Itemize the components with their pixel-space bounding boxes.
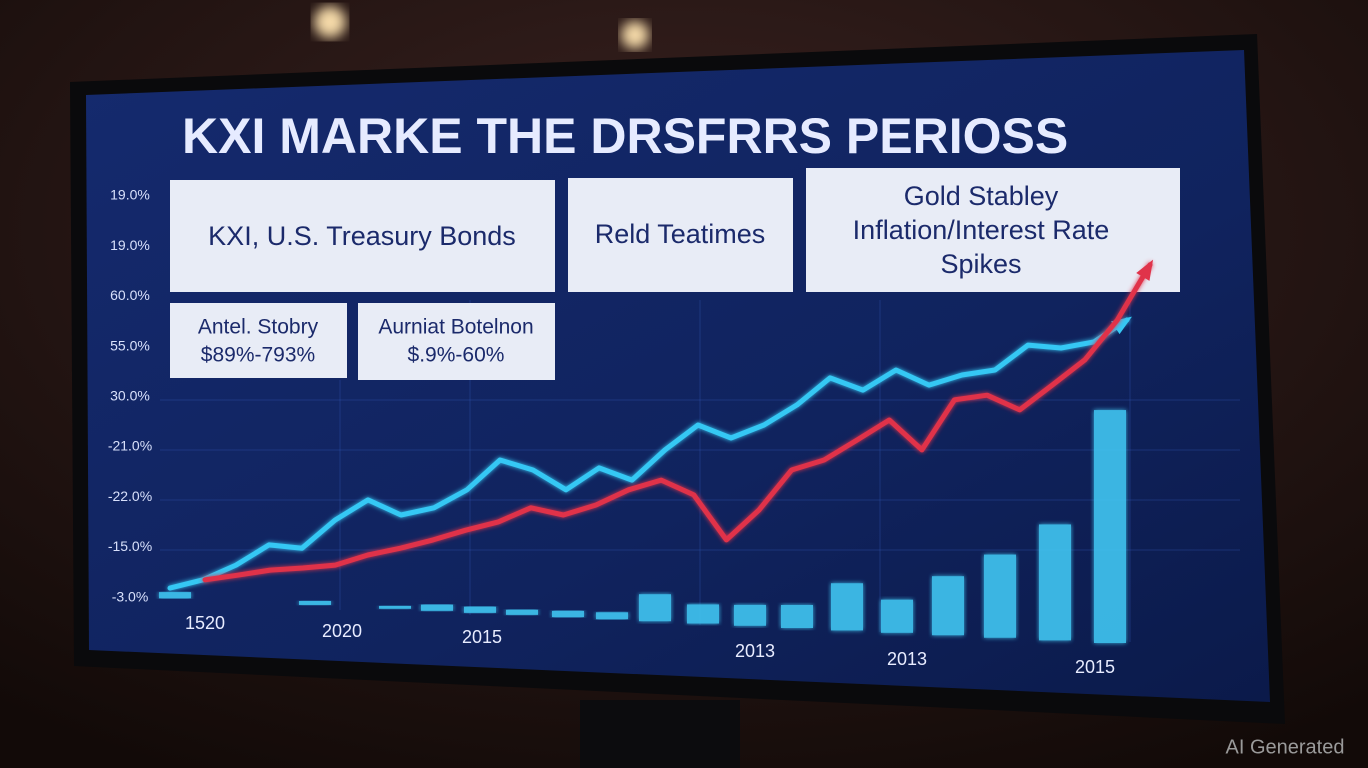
- bar: [781, 604, 813, 629]
- bar: [299, 600, 331, 605]
- box-text: Inflation/Interest Rate: [853, 215, 1110, 245]
- box-text: $89%-793%: [201, 344, 315, 367]
- box-text: KXI, U.S. Treasury Bonds: [208, 221, 516, 251]
- info-box: [568, 178, 793, 292]
- y-axis-label: 19.0%: [110, 237, 150, 253]
- bar: [734, 604, 766, 626]
- x-axis-label: 2013: [887, 649, 927, 669]
- info-box: [806, 168, 1180, 292]
- watermark: AI Generated: [1226, 736, 1345, 758]
- x-axis-label: 2015: [462, 627, 502, 647]
- y-axis-label: -22.0%: [108, 488, 152, 504]
- title: KXI MARKE THE DRSFRRS PERIOSS: [182, 108, 1068, 164]
- bar: [984, 554, 1016, 638]
- info-box: [358, 303, 555, 380]
- x-axis-label: 2013: [735, 641, 775, 661]
- ceiling-light: [314, 6, 346, 38]
- x-axis-label: 2020: [322, 621, 362, 641]
- info-box: [170, 180, 555, 292]
- bar: [639, 594, 671, 622]
- box-text: Spikes: [940, 249, 1021, 279]
- box-text: Aurniat Botelnon: [378, 316, 533, 339]
- line-series: [202, 262, 1153, 583]
- bar: [552, 610, 584, 618]
- bar: [831, 583, 863, 631]
- bar: [464, 606, 496, 613]
- y-axis-label: -3.0%: [112, 588, 149, 604]
- bar: [421, 604, 453, 611]
- y-axis-label: 30.0%: [110, 388, 150, 404]
- bar: [596, 612, 628, 620]
- bar: [379, 605, 411, 609]
- bar: [506, 609, 538, 615]
- box-text: Antel. Stobry: [198, 316, 319, 339]
- bar: [159, 592, 191, 599]
- box-text: Gold Stabley: [904, 181, 1059, 211]
- monitor-stand: [580, 700, 740, 768]
- bar: [932, 576, 964, 636]
- bar: [687, 604, 719, 624]
- y-axis-label: 55.0%: [110, 337, 150, 353]
- bar: [1039, 524, 1071, 641]
- ceiling-light: [621, 21, 649, 49]
- x-axis-label: 2015: [1075, 657, 1115, 677]
- box-text: Reld Teatimes: [595, 219, 766, 249]
- arrowhead: [1136, 259, 1154, 281]
- y-axis-label: 19.0%: [110, 187, 150, 203]
- x-axis-label: 1520: [185, 613, 225, 633]
- box-text: $.9%-60%: [408, 344, 505, 367]
- info-box: [170, 303, 347, 378]
- line-series: [167, 317, 1130, 591]
- y-axis-label: 60.0%: [110, 287, 150, 303]
- bar: [1094, 410, 1126, 643]
- y-axis-label: -21.0%: [108, 438, 152, 454]
- bar: [881, 599, 913, 633]
- y-axis-label: -15.0%: [108, 538, 152, 554]
